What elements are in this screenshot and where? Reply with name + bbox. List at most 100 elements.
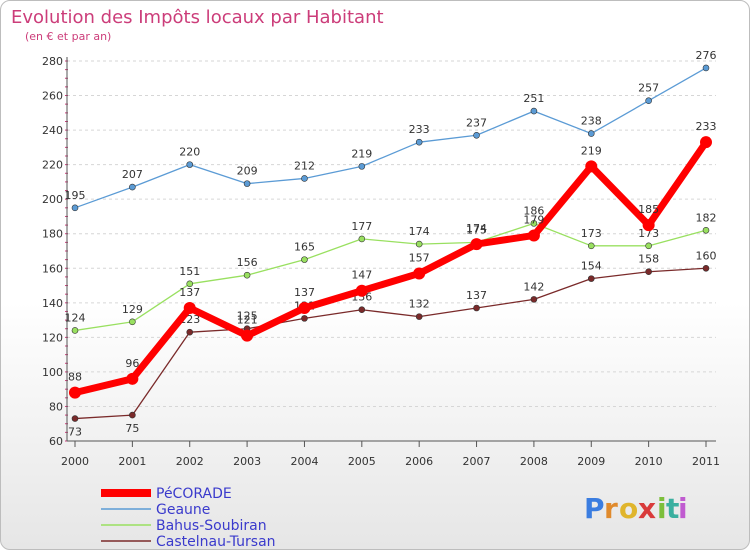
- series-Castelnau-Tursan: 7375123125131136132137142154158160: [68, 249, 717, 438]
- data-label: 209: [237, 165, 258, 178]
- axes: 60 80 100 120 140 160 180 200 220 240 260 280 2000 20…: [42, 55, 720, 468]
- data-label: 182: [696, 211, 717, 224]
- data-label: 132: [409, 298, 430, 311]
- data-label: 158: [638, 253, 659, 266]
- series-Geaune: 195 207 220 209 212 219 233 237 251 238 257 276: [65, 49, 717, 212]
- data-label: 137: [294, 286, 315, 299]
- x-tick-label: 2008: [520, 455, 548, 468]
- legend-label: Castelnau-Tursan: [156, 534, 276, 549]
- data-point: [129, 411, 136, 419]
- data-label: 96: [125, 357, 139, 370]
- data-label: 124: [65, 311, 86, 324]
- data-point: [126, 372, 139, 385]
- data-point: [645, 268, 652, 276]
- data-point: [702, 64, 710, 72]
- data-label: 147: [351, 269, 372, 282]
- series-group: 195 207 220 209 212 219 233 237 251 238 257 276 124 1…: [65, 49, 717, 439]
- legend-item: Castelnau-Tursan: [101, 534, 276, 549]
- x-tick-label: 2006: [405, 455, 433, 468]
- data-label: 165: [294, 241, 315, 254]
- x-tick-label: 2000: [61, 455, 89, 468]
- chart-title: Evolution des Impôts locaux par Habitant: [11, 7, 384, 28]
- data-point: [585, 160, 598, 173]
- data-point: [702, 264, 710, 272]
- data-point: [358, 163, 366, 170]
- data-point: [243, 180, 251, 187]
- data-point: [530, 296, 538, 303]
- series-line: [74, 267, 707, 420]
- data-label: 174: [409, 225, 430, 238]
- data-label: 156: [237, 256, 258, 269]
- y-tick-label: 240: [42, 124, 63, 137]
- data-point: [415, 240, 423, 248]
- data-point: [301, 315, 308, 322]
- data-label: 276: [696, 49, 717, 62]
- data-point: [415, 138, 423, 146]
- x-tick-label: 2002: [176, 455, 204, 468]
- data-label: 179: [523, 213, 544, 226]
- data-label: 137: [466, 289, 487, 302]
- data-point: [298, 302, 311, 314]
- chart-subtitle: (en € et par an): [25, 30, 111, 43]
- data-point: [645, 97, 652, 105]
- series-PéCORADE: 88 96 137 121 137 147 157 174 179 219 185 233: [68, 120, 717, 399]
- data-point: [243, 271, 251, 279]
- y-tick-label: 160: [42, 262, 63, 275]
- data-point: [587, 275, 595, 282]
- data-label: 151: [179, 265, 200, 278]
- data-label: 137: [179, 286, 200, 299]
- data-point: [186, 161, 194, 168]
- data-point: [129, 183, 136, 191]
- data-point: [700, 136, 712, 149]
- data-label: 173: [638, 227, 659, 240]
- data-label: 177: [351, 220, 372, 233]
- data-label: 157: [409, 251, 430, 264]
- y-tick-label: 220: [42, 159, 63, 172]
- data-label: 142: [523, 280, 544, 293]
- data-label: 212: [294, 159, 315, 172]
- data-label: 160: [696, 249, 717, 262]
- data-point: [702, 226, 710, 234]
- legend-label: Bahus-Soubiran: [156, 518, 267, 534]
- data-point: [355, 284, 368, 297]
- logo-letter: r: [604, 492, 618, 525]
- data-point: [587, 130, 595, 137]
- x-tick-label: 2001: [118, 455, 146, 468]
- y-tick-label: 120: [42, 331, 63, 344]
- data-label: 125: [237, 310, 258, 323]
- data-label: 219: [351, 147, 372, 160]
- data-label: 73: [68, 426, 82, 439]
- series-line: [74, 67, 707, 209]
- legend-item: PéCORADE: [101, 486, 232, 502]
- data-label: 238: [581, 115, 602, 128]
- data-point: [530, 220, 538, 227]
- data-label: 88: [68, 371, 82, 384]
- y-tick-label: 80: [49, 400, 63, 413]
- x-tick-label: 2005: [348, 455, 376, 468]
- data-point: [301, 256, 308, 263]
- logo-letter: x: [638, 492, 656, 525]
- legend-item: Geaune: [101, 502, 210, 518]
- data-point: [301, 175, 308, 182]
- logo-letter: t: [666, 492, 679, 525]
- data-label: 233: [409, 123, 430, 136]
- x-tick-label: 2003: [233, 455, 261, 468]
- data-point: [413, 267, 426, 280]
- data-point: [415, 313, 423, 320]
- data-label: 251: [523, 92, 544, 105]
- data-label: 186: [523, 204, 544, 217]
- data-point: [186, 328, 194, 336]
- data-point: [69, 386, 81, 399]
- data-point: [527, 229, 540, 242]
- data-point: [473, 131, 480, 139]
- data-label: 75: [125, 422, 139, 435]
- logo-letter: i: [678, 492, 688, 525]
- legend: PéCORADEGeauneBahus-SoubiranCastelnau-Tu…: [101, 486, 276, 549]
- data-label: 185: [638, 203, 659, 216]
- data-label: 233: [696, 120, 717, 133]
- data-label: 207: [122, 168, 143, 181]
- data-point: [71, 327, 79, 334]
